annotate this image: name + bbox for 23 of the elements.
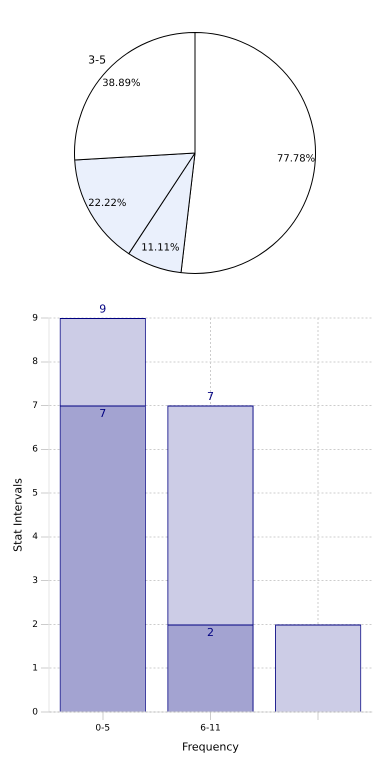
y-tick-label: 0 [32,707,38,718]
x-axis-title: Frequency [182,740,240,754]
y-tick-label: 8 [32,357,38,368]
data-label: 2 [206,626,214,639]
x-tick-label: 0-5 [95,724,110,734]
data-label: 38.89% [102,78,140,90]
y-axis-title: Stat Intervals [11,478,24,552]
y-tick-label: 2 [32,620,38,630]
x-tick-label: 6-11 [200,724,221,734]
y-tick-label: 3 [32,576,38,586]
data-label: 22.22% [88,198,126,210]
total-label: 7 [206,390,214,403]
y-tick-label: 7 [32,400,38,411]
y-tick-label: 9 [32,313,38,324]
total-label: 9 [99,302,106,316]
data-label: 7 [99,406,106,420]
y-tick-label: 6 [32,444,38,455]
data-label: 77.78% [276,153,316,164]
y-tick-label: 5 [32,488,38,498]
slice-label: 3-5 [88,54,106,67]
y-tick-label: 4 [32,532,38,542]
data-label: 11.11% [141,242,180,254]
y-tick-label: 1 [32,664,38,674]
